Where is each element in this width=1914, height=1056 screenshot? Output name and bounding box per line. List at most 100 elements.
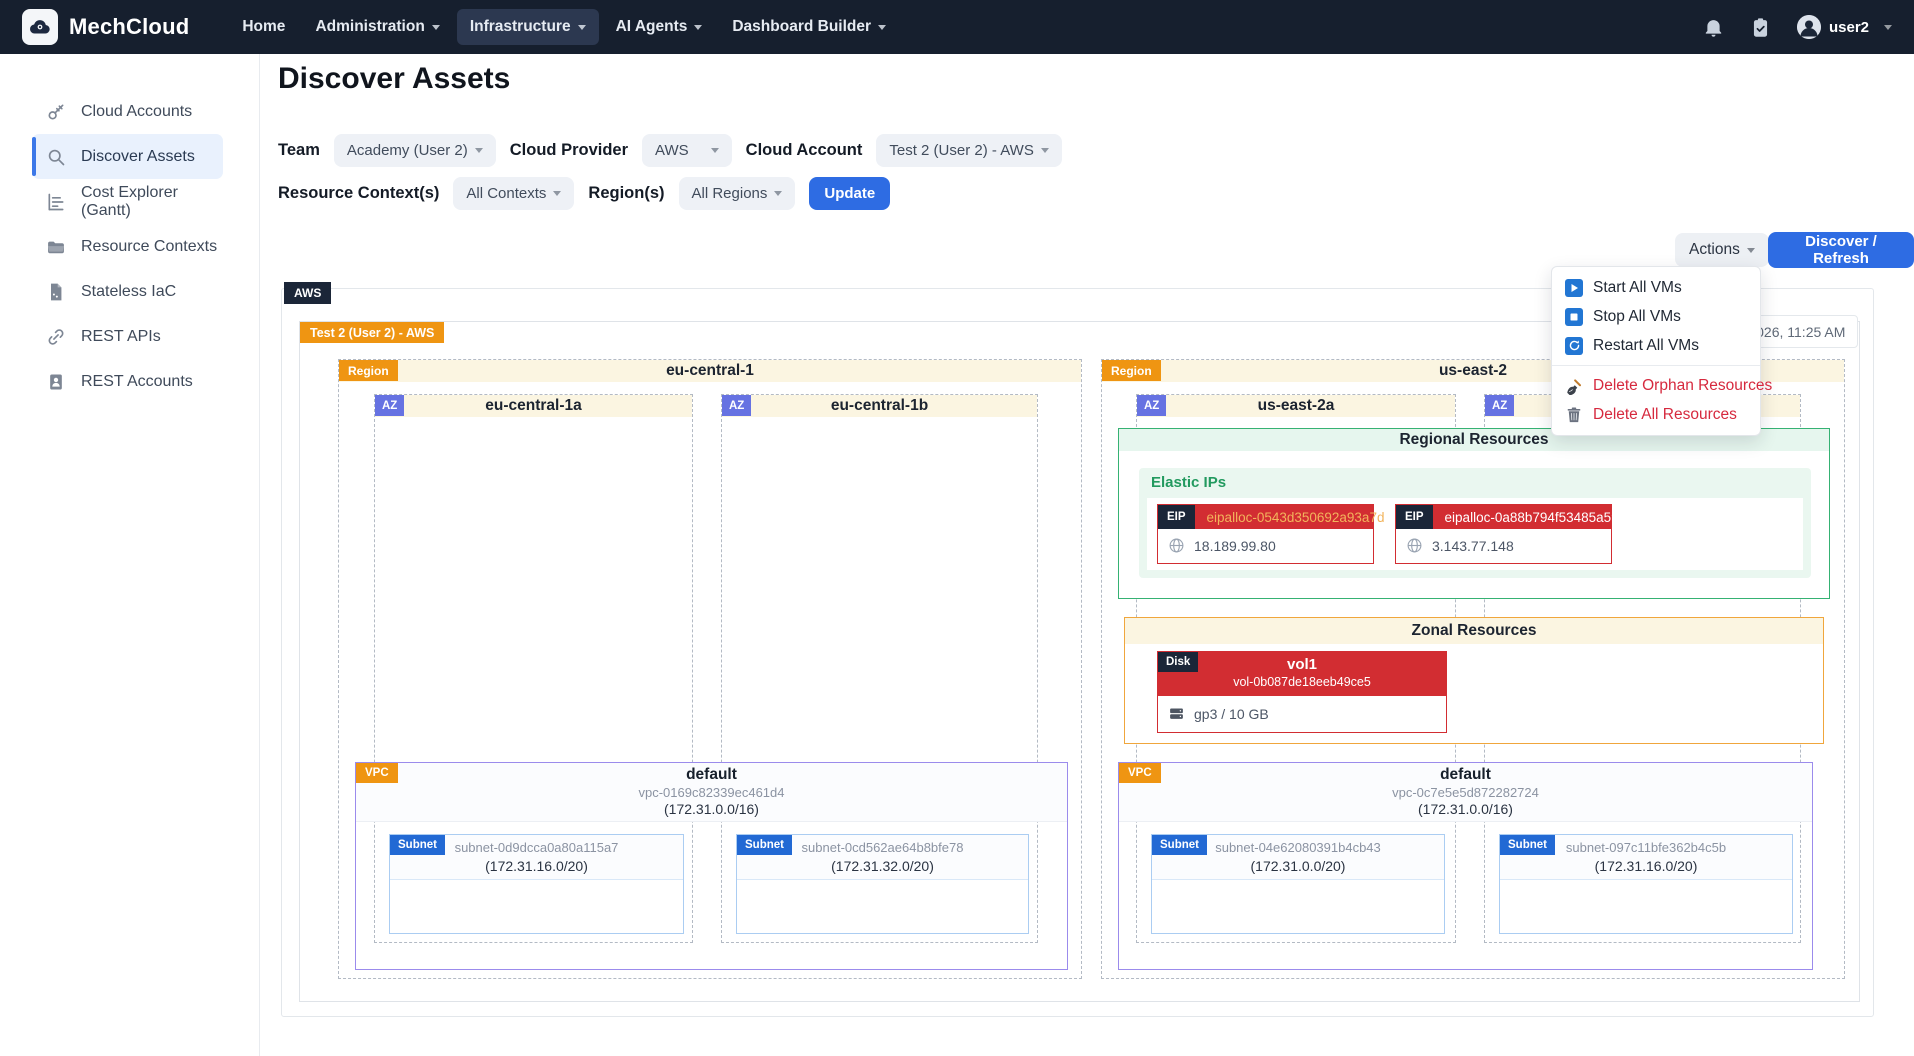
- subnet-card[interactable]: Subnet subnet-0cd562ae64b8bfe78 (172.31.…: [736, 834, 1029, 934]
- disk-id: vol-0b087de18eeb49ce5: [1233, 675, 1371, 689]
- nav-item-administration[interactable]: Administration: [302, 9, 452, 45]
- cloud-provider-label: Cloud Provider: [509, 141, 629, 159]
- id-card-icon: [46, 372, 66, 392]
- actions-button[interactable]: Actions: [1675, 233, 1769, 267]
- sidebar-item-cost-explorer[interactable]: Cost Explorer (Gantt): [32, 179, 223, 224]
- subnet-card[interactable]: Subnet subnet-097c11bfe362b4c5b (172.31.…: [1499, 834, 1793, 934]
- main-content: Discover Assets Team Academy (User 2) Cl…: [260, 54, 1914, 1056]
- disk-body: gp3 / 10 GB: [1158, 696, 1446, 731]
- elastic-ips-label: Elastic IPs: [1151, 474, 1227, 491]
- az-name: eu-central-1a: [485, 397, 582, 414]
- update-button[interactable]: Update: [809, 177, 891, 210]
- team-select[interactable]: Academy (User 2): [333, 134, 496, 167]
- brand-name[interactable]: MechCloud: [69, 14, 190, 39]
- sidebar-item-resource-contexts[interactable]: Resource Contexts: [32, 224, 223, 269]
- eip-card[interactable]: EIP eipalloc-0543d350692a93a7d 18.189.99…: [1157, 504, 1384, 564]
- filter-row-2: Resource Context(s) All Contexts Region(…: [278, 177, 891, 210]
- nav-item-dashboard-builder[interactable]: Dashboard Builder: [719, 9, 899, 45]
- az-header: AZ us-east-2a: [1137, 395, 1455, 417]
- sidebar-item-cloud-accounts[interactable]: Cloud Accounts: [32, 89, 223, 134]
- account-container: Test 2 (User 2) - AWS Mar 14, 2026, 11:2…: [299, 315, 1860, 1002]
- cloud-logo-icon: [28, 15, 52, 39]
- resource-contexts-value: All Contexts: [466, 185, 547, 202]
- region-us-east-2: Region us-east-2 AZ us-east-2a AZ us-eas…: [1101, 359, 1845, 979]
- sidebar-item-rest-apis[interactable]: REST APIs: [32, 314, 223, 359]
- chevron-down-icon: [1884, 24, 1892, 30]
- elastic-ips-inner: EIP eipalloc-0543d350692a93a7d 18.189.99…: [1147, 498, 1803, 570]
- chevron-down-icon: [553, 191, 562, 196]
- nav-label: Administration: [315, 18, 425, 35]
- cloud-provider-select[interactable]: AWS: [642, 134, 732, 167]
- az-badge: AZ: [375, 395, 405, 416]
- team-label: Team: [278, 141, 320, 159]
- vpc-id: vpc-0169c82339ec461d4: [638, 785, 785, 800]
- az-eu-central-1a: AZ eu-central-1a: [374, 394, 693, 943]
- user-menu[interactable]: user2: [1796, 15, 1892, 39]
- subnet-cidr: (172.31.16.0/20): [1594, 858, 1698, 874]
- subnet-cidr: (172.31.32.0/20): [831, 858, 934, 874]
- cloud-account-label: Cloud Account: [745, 141, 863, 159]
- regions-value: All Regions: [691, 185, 768, 202]
- team-value: Academy (User 2): [346, 142, 468, 159]
- subnet-card[interactable]: Subnet subnet-0d9dcca0a80a115a7 (172.31.…: [389, 834, 684, 934]
- disk-card[interactable]: Disk vol1 vol-0b087de18eeb49ce5 gp3 / 10…: [1157, 651, 1447, 733]
- chevron-down-icon: [474, 148, 483, 153]
- menu-item-stop-all-vms[interactable]: Stop All VMs: [1552, 302, 1760, 331]
- elastic-ips-group: Elastic IPs EIP eipalloc-0543d350692a93a…: [1139, 468, 1811, 578]
- subnet-cidr: (172.31.0.0/20): [1250, 858, 1346, 874]
- nav-item-home[interactable]: Home: [229, 9, 298, 45]
- menu-item-label: Restart All VMs: [1593, 336, 1699, 354]
- menu-item-delete-orphan-resources[interactable]: Delete Orphan Resources: [1552, 371, 1772, 400]
- subnet-cidr: (172.31.16.0/20): [485, 858, 588, 874]
- brand-logo[interactable]: [22, 9, 58, 45]
- menu-item-label: Delete All Resources: [1593, 405, 1737, 423]
- cloud-account-select[interactable]: Test 2 (User 2) - AWS: [876, 134, 1062, 167]
- key-icon: [46, 102, 66, 122]
- page-title: Discover Assets: [278, 62, 511, 95]
- menu-item-restart-all-vms[interactable]: Restart All VMs: [1552, 331, 1760, 360]
- sidebar-item-label: Discover Assets: [81, 147, 195, 165]
- region-eu-central-1: Region eu-central-1 AZ eu-central-1a AZ …: [338, 359, 1082, 979]
- sidebar-item-label: REST APIs: [81, 327, 161, 345]
- az-eu-central-1b: AZ eu-central-1b: [721, 394, 1038, 943]
- region-name: eu-central-1: [666, 362, 754, 379]
- link-icon: [46, 327, 66, 347]
- nav-label: AI Agents: [615, 18, 688, 35]
- az-badge: AZ: [1137, 395, 1167, 416]
- regions-select[interactable]: All Regions: [678, 177, 796, 210]
- menu-item-delete-all-resources[interactable]: Delete All Resources: [1552, 400, 1760, 429]
- globe-icon: [1168, 537, 1185, 554]
- eip-header: EIP eipalloc-0a88b794f53485a59: [1396, 505, 1619, 529]
- subnet-id: subnet-0cd562ae64b8bfe78: [801, 840, 964, 855]
- eip-card[interactable]: EIP eipalloc-0a88b794f53485a59 3.143.77.…: [1395, 504, 1619, 564]
- subnet-card[interactable]: Subnet subnet-04e62080391b4cb43 (172.31.…: [1151, 834, 1445, 934]
- username: user2: [1828, 18, 1869, 36]
- eip-body: 3.143.77.148: [1396, 529, 1611, 562]
- menu-item-label: Stop All VMs: [1593, 307, 1681, 325]
- actions-dropdown-menu: Start All VMs Stop All VMs Restart All V…: [1551, 266, 1772, 436]
- sidebar-item-discover-assets[interactable]: Discover Assets: [32, 134, 223, 179]
- sidebar-item-stateless-iac[interactable]: Stateless IaC: [32, 269, 223, 314]
- nav-item-infrastructure[interactable]: Infrastructure: [456, 9, 599, 45]
- discover-refresh-button[interactable]: Discover / Refresh: [1768, 232, 1914, 268]
- az-header: AZ eu-central-1a: [375, 395, 692, 417]
- vpc-cidr: (172.31.0.0/16): [1418, 801, 1513, 817]
- restart-icon: [1565, 336, 1583, 355]
- subnet-badge: Subnet: [390, 835, 445, 855]
- clipboard-check-icon[interactable]: [1750, 17, 1771, 38]
- bell-icon[interactable]: [1703, 17, 1724, 38]
- file-icon: [46, 282, 66, 302]
- nav-item-ai-agents[interactable]: AI Agents: [603, 9, 716, 45]
- resource-contexts-select[interactable]: All Contexts: [453, 177, 575, 210]
- sidebar-item-rest-accounts[interactable]: REST Accounts: [32, 359, 223, 404]
- az-badge: AZ: [722, 395, 752, 416]
- sidebar-item-label: Resource Contexts: [81, 237, 218, 255]
- vpc-eu-central-1-default: VPC default vpc-0169c82339ec461d4 (172.3…: [355, 762, 1068, 970]
- vpc-header: VPC default vpc-0c7e5e5d872282724 (172.3…: [1119, 763, 1812, 822]
- cloud-provider-value: AWS: [655, 142, 689, 159]
- cloud-account-value: Test 2 (User 2) - AWS: [889, 142, 1034, 159]
- chevron-down-icon: [1746, 247, 1755, 253]
- eip-body: 18.189.99.80: [1158, 529, 1373, 562]
- sidebar-item-label: Stateless IaC: [81, 282, 177, 300]
- menu-item-start-all-vms[interactable]: Start All VMs: [1552, 273, 1760, 302]
